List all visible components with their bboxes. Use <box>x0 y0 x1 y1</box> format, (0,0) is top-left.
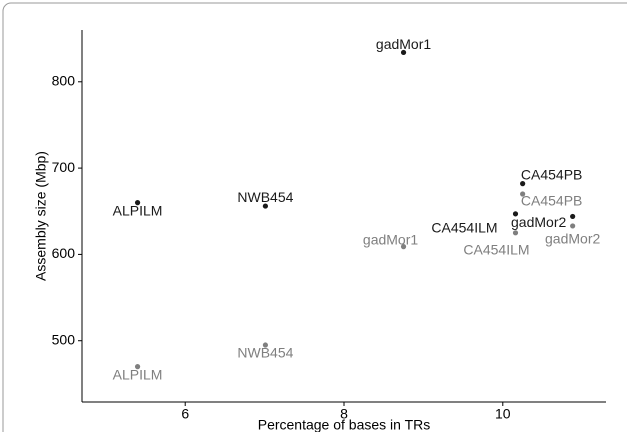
x-tick-label: 8 <box>340 406 348 422</box>
point-label: gadMor2 <box>511 214 566 230</box>
point <box>262 342 268 348</box>
point <box>400 49 407 56</box>
point <box>262 203 268 209</box>
point <box>570 213 576 220</box>
point-label: CA454PB <box>521 193 582 209</box>
point <box>512 211 519 217</box>
point-label: gadMor1 <box>363 231 418 247</box>
point <box>570 223 576 229</box>
x-tick-label: 10 <box>495 406 511 422</box>
y-tick-label: 800 <box>52 72 76 88</box>
point-label: gadMor2 <box>545 231 600 247</box>
point <box>512 230 519 236</box>
point-label: NWB454 <box>237 345 293 361</box>
point <box>134 364 141 370</box>
y-tick-label: 500 <box>52 331 76 347</box>
x-axis-title: Percentage of bases in TRs <box>258 417 431 432</box>
y-tick-label: 700 <box>52 159 76 175</box>
point-label: gadMor1 <box>376 36 431 52</box>
point-label: CA454PB <box>521 166 582 182</box>
point-label: NWB454 <box>237 189 293 205</box>
point <box>400 244 407 250</box>
point <box>134 200 141 206</box>
point <box>520 191 526 197</box>
point-label: ALPILM <box>113 202 163 218</box>
y-axis-title: Assembly size (Mbp) <box>33 151 49 281</box>
point <box>520 181 526 187</box>
point-label: ALPILM <box>113 366 163 382</box>
y-tick-label: 600 <box>52 245 76 261</box>
point-label: CA454ILM <box>463 242 529 258</box>
x-tick-label: 6 <box>181 406 189 422</box>
point-label: CA454ILM <box>431 220 497 236</box>
